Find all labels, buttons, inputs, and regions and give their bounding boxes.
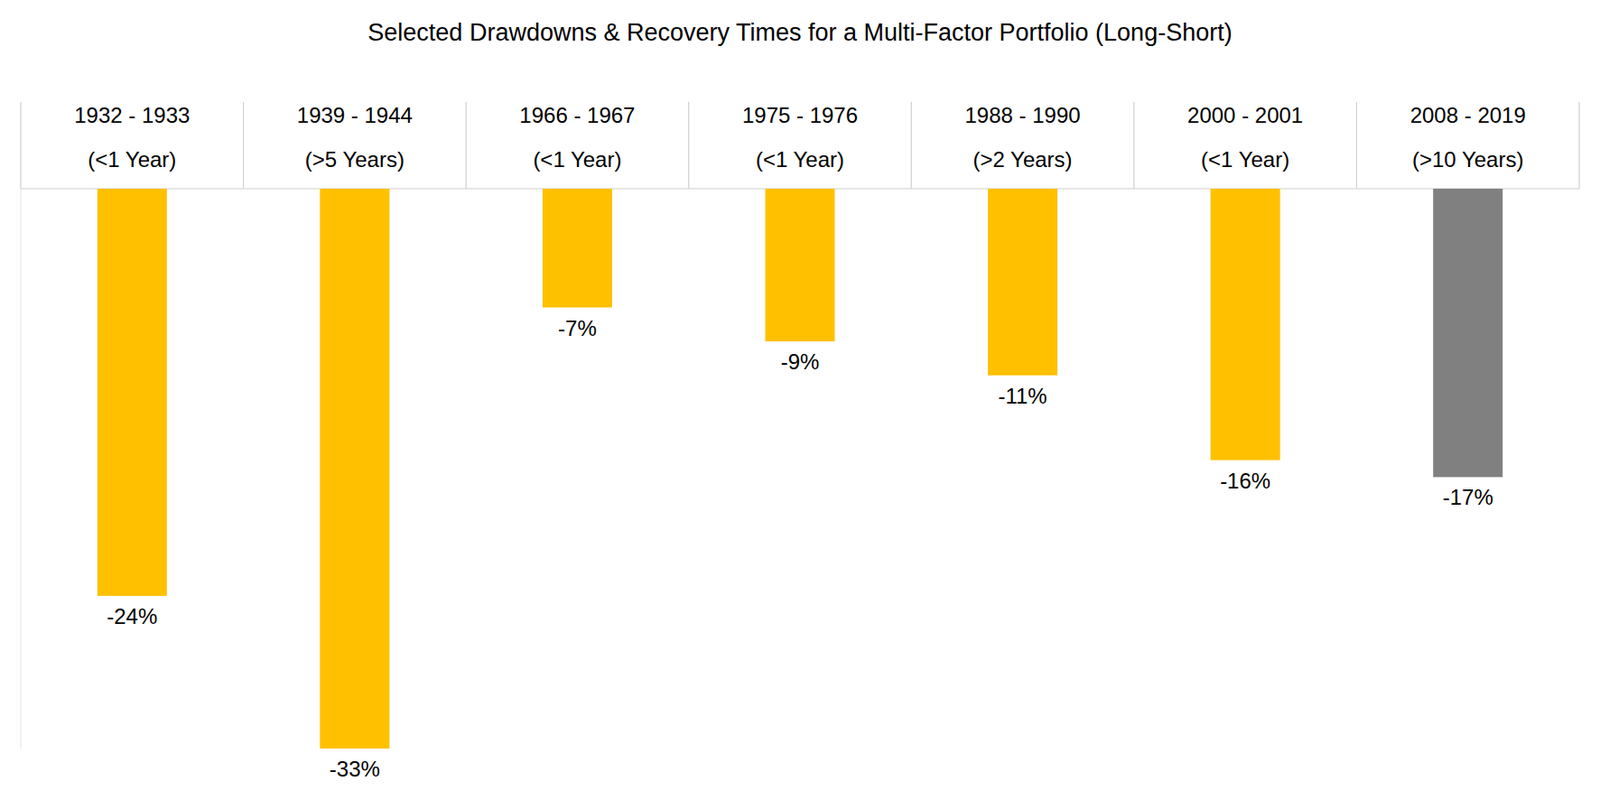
header-separator bbox=[688, 102, 689, 189]
data-label: -11% bbox=[997, 383, 1047, 409]
chart: Selected Drawdowns & Recovery Times for … bbox=[0, 0, 1600, 800]
recovery-time-label: (<1 Year) bbox=[755, 147, 845, 172]
bar bbox=[1432, 188, 1503, 477]
recovery-time-label: (<1 Year) bbox=[532, 147, 622, 172]
bar bbox=[542, 188, 613, 308]
header-separator bbox=[1133, 102, 1135, 189]
bar bbox=[987, 188, 1058, 376]
title: Selected Drawdowns & Recovery Times for … bbox=[367, 18, 1232, 47]
recovery-time-label: (<1 Year) bbox=[1200, 147, 1290, 172]
category-label: 1966 - 1967 bbox=[519, 102, 635, 128]
category-label: 1932 - 1933 bbox=[74, 102, 190, 128]
bars bbox=[97, 188, 1503, 749]
header-separator bbox=[19, 102, 21, 189]
recovery-time-label: (>5 Years) bbox=[305, 147, 405, 172]
recovery-time-label: (>10 Years) bbox=[1412, 147, 1524, 172]
value-axis-line bbox=[20, 188, 22, 749]
data-label: -7% bbox=[558, 316, 597, 341]
category-label: 2000 - 2001 bbox=[1187, 102, 1303, 128]
header-separator bbox=[911, 102, 912, 189]
bar bbox=[97, 188, 168, 596]
header-separator bbox=[242, 102, 244, 189]
header-separator bbox=[1356, 102, 1358, 189]
data-label: -9% bbox=[781, 349, 820, 374]
bar bbox=[765, 188, 836, 342]
category-label: 1975 - 1976 bbox=[742, 102, 858, 128]
category-label: 1939 - 1944 bbox=[297, 102, 413, 128]
recovery-time-label: (>2 Years) bbox=[973, 147, 1073, 172]
bar bbox=[1210, 188, 1281, 461]
category-label: 1988 - 1990 bbox=[965, 102, 1081, 128]
data-label: -16% bbox=[1219, 468, 1271, 494]
category-label: 2008 - 2019 bbox=[1410, 102, 1526, 128]
bar bbox=[319, 188, 390, 749]
data-label: -33% bbox=[329, 756, 381, 782]
data-label: -17% bbox=[1442, 484, 1494, 510]
data-label: -24% bbox=[106, 604, 158, 629]
recovery-time-label: (<1 Year) bbox=[87, 147, 177, 172]
header-separator bbox=[465, 102, 467, 189]
header-separator bbox=[1578, 102, 1580, 189]
